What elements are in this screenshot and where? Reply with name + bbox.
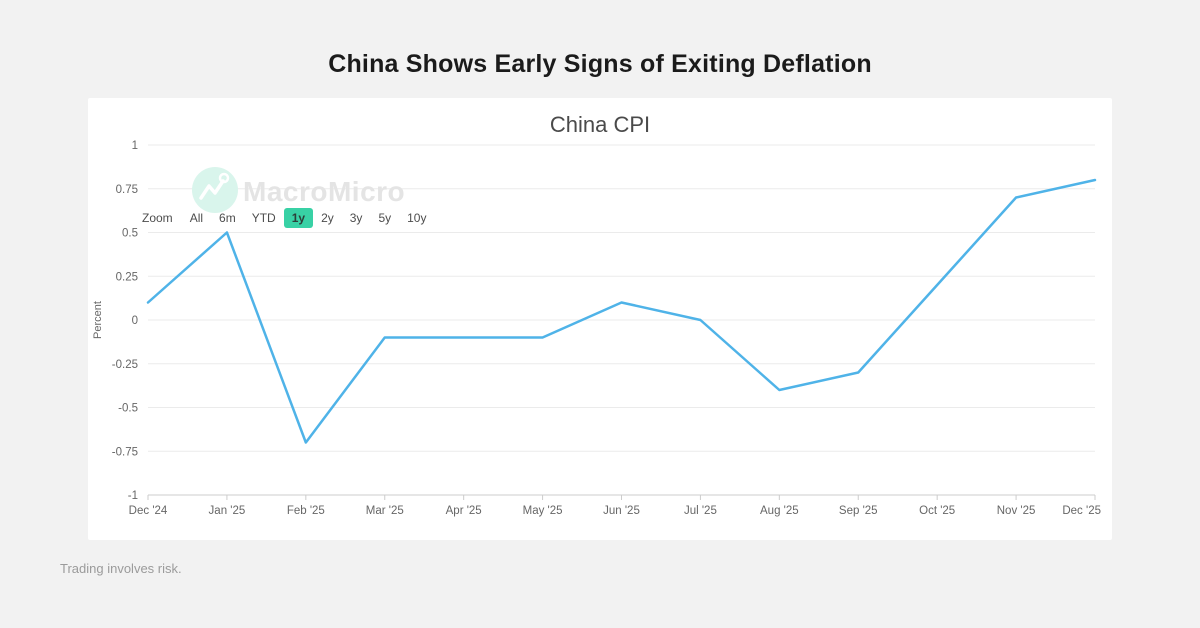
y-tick-label: 0.5 — [122, 228, 138, 240]
x-tick-label: Feb '25 — [287, 505, 325, 517]
range-button-2y[interactable]: 2y — [321, 211, 334, 225]
x-tick-label: Dec '24 — [129, 505, 168, 517]
x-tick-label: Jan '25 — [209, 505, 246, 517]
y-tick-label: 0 — [132, 315, 138, 327]
range-button-6m[interactable]: 6m — [219, 211, 236, 225]
x-tick-label: Sep '25 — [839, 505, 878, 517]
macromicro-logo-ring — [218, 172, 230, 184]
watermark-text: MacroMicro — [243, 176, 405, 207]
page-title: China Shows Early Signs of Exiting Defla… — [328, 50, 872, 78]
range-button-all[interactable]: All — [189, 211, 204, 225]
x-tick-label: Apr '25 — [446, 505, 482, 517]
range-button-3y[interactable]: 3y — [349, 211, 363, 225]
x-tick-label: Jun '25 — [603, 505, 640, 517]
macromicro-watermark: MacroMicro — [192, 167, 405, 213]
y-tick-label: 0.75 — [116, 184, 138, 196]
y-tick-label: 0.25 — [116, 271, 138, 283]
x-tick-label: Dec '25 — [1062, 505, 1101, 517]
zoom-label: Zoom — [142, 211, 173, 225]
disclaimer-text: Trading involves risk. — [60, 561, 182, 576]
cpi-line-chart: MacroMicro 1 0.75 0.5 0.25 0 -0.25 -0.5 -0.75 -1… — [92, 140, 1101, 517]
cpi-series-line — [146, 178, 1097, 444]
y-tick-label: -0.5 — [118, 403, 138, 415]
range-button-1y[interactable]: 1y — [283, 208, 314, 228]
range-button-5y[interactable]: 5y — [378, 211, 392, 225]
x-tick-label: May '25 — [523, 505, 563, 517]
range-buttons: All 6m YTD 1y 2y 3y 5y 10y — [182, 208, 435, 228]
x-tick-label: Nov '25 — [997, 505, 1036, 517]
x-tick-label: Mar '25 — [366, 505, 404, 517]
macromicro-logo-zigzag — [199, 179, 225, 200]
chart-title: China CPI — [549, 112, 651, 137]
y-axis-title: Percent — [92, 301, 104, 339]
y-tick-label: -0.75 — [112, 446, 138, 458]
chart-card: MacroMicro 1 0.75 0.5 0.25 0 -0.25 -0.5 -0.75 -1… — [88, 98, 1112, 540]
y-tick-label: 1 — [132, 140, 138, 152]
x-tick-label: Aug '25 — [760, 505, 799, 517]
y-tick-label: -1 — [128, 490, 138, 502]
y-tick-label: -0.25 — [112, 359, 138, 371]
range-button-ytd[interactable]: YTD — [251, 211, 276, 225]
x-tick-label: Oct '25 — [919, 505, 955, 517]
range-selector-toolbar: Zoom All 6m YTD 1y 2y 3y 5y 10y — [142, 208, 434, 228]
range-button-10y[interactable]: 10y — [407, 211, 427, 225]
x-tick-label: Jul '25 — [684, 505, 717, 517]
